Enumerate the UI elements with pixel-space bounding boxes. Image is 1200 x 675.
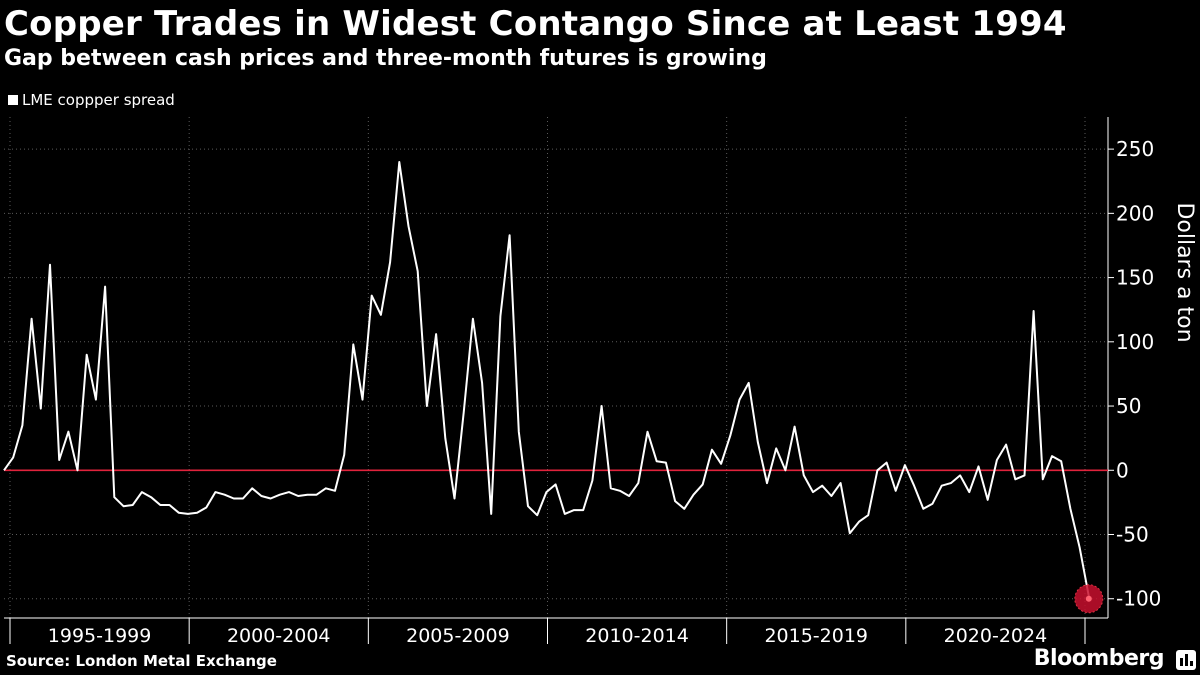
legend-swatch: [8, 95, 18, 105]
highlight-dot-center: [1085, 595, 1092, 602]
y-axis-label: Dollars a ton: [1172, 202, 1197, 342]
y-tick-label: -100: [1116, 587, 1161, 611]
series-line: [3, 161, 1090, 597]
chart-title: Copper Trades in Widest Contango Since a…: [4, 4, 1067, 44]
x-tick-label: 1995-1999: [48, 625, 152, 647]
y-tick-label: 200: [1116, 201, 1154, 225]
y-tick-label: 0: [1116, 458, 1129, 482]
y-tick-label: -50: [1116, 523, 1149, 547]
x-tick-label: 2020-2024: [944, 625, 1048, 647]
chart-subtitle: Gap between cash prices and three-month …: [4, 46, 767, 71]
y-tick-label: 100: [1116, 330, 1154, 354]
x-tick-label: 2000-2004: [227, 625, 331, 647]
y-tick-label: 150: [1116, 266, 1154, 290]
terminal-icon: [1176, 650, 1196, 670]
x-tick-label: 2005-2009: [406, 625, 510, 647]
legend: LME coppper spread: [8, 91, 175, 109]
source-note: Source: London Metal Exchange: [6, 652, 277, 670]
x-tick-label: 2010-2014: [585, 625, 689, 647]
brand-logo-text: Bloomberg: [1033, 646, 1165, 671]
y-tick-label: 250: [1116, 137, 1154, 161]
legend-label: LME coppper spread: [22, 91, 175, 109]
x-tick-label: 2015-2019: [764, 625, 868, 647]
y-tick-label: 50: [1116, 394, 1141, 418]
